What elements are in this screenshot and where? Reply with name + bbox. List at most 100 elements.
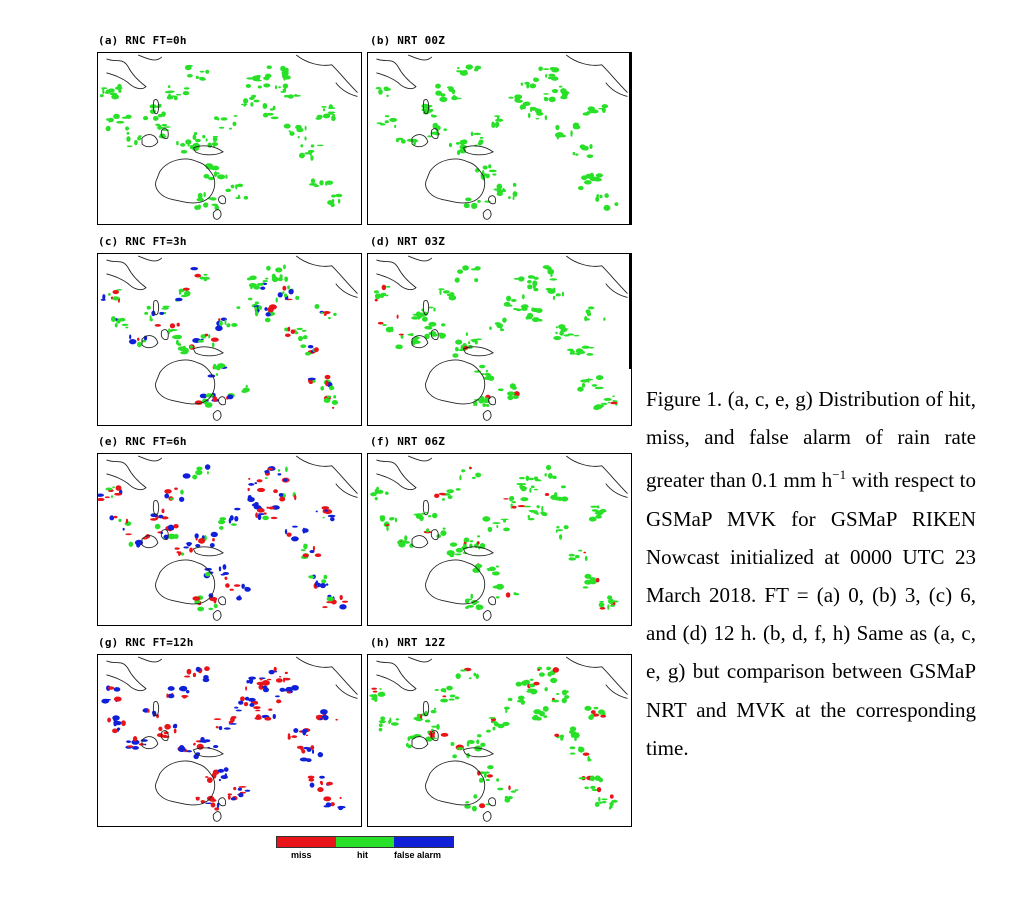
rain-cell: [527, 517, 535, 521]
rain-cell: [517, 699, 524, 703]
rain-cell: [496, 189, 504, 194]
rain-cell: [197, 606, 205, 612]
rain-cell: [535, 479, 542, 482]
rain-cell: [205, 69, 210, 74]
rain-cell: [104, 496, 110, 499]
rain-cell: [431, 333, 438, 337]
panel-c-label: (c) RNC FT=3h: [98, 235, 187, 248]
rain-cell: [599, 801, 603, 804]
rain-cell: [561, 291, 565, 297]
rain-cell: [403, 540, 410, 544]
rain-cell: [248, 483, 255, 486]
rain-cell: [222, 564, 227, 570]
rain-cell: [450, 741, 455, 746]
rain-cell: [275, 267, 283, 273]
rain-cell: [183, 546, 189, 549]
rain-cell: [218, 519, 226, 525]
rain-cell: [316, 114, 323, 119]
coastline: [141, 134, 159, 148]
rain-cell: [238, 700, 244, 705]
rain-cell: [600, 714, 607, 718]
rain-cell: [129, 334, 132, 340]
rain-cell: [386, 94, 389, 98]
rain-cell: [465, 606, 469, 609]
coastline: [295, 54, 358, 93]
rain-cell: [454, 277, 460, 283]
rain-cell: [283, 264, 286, 270]
rain-cell: [514, 94, 523, 100]
rain-cell: [446, 685, 453, 691]
rain-cell: [187, 543, 191, 547]
rain-cell: [524, 81, 530, 85]
rain-cell: [547, 472, 553, 479]
rain-cell: [330, 802, 335, 807]
rain-cell: [167, 693, 175, 699]
rain-cell: [535, 117, 540, 120]
rain-cell: [400, 334, 404, 339]
rain-cell: [589, 775, 595, 782]
rain-cell: [438, 288, 445, 291]
rain-cell: [372, 690, 378, 693]
rain-cell: [122, 527, 125, 531]
rain-cell: [293, 94, 301, 97]
rain-cell: [385, 326, 393, 333]
coastline: [155, 760, 216, 806]
rain-cell: [173, 95, 178, 101]
coastline: [141, 335, 159, 349]
rain-cell: [468, 677, 472, 680]
rain-cell: [517, 695, 525, 701]
rain-cell: [559, 734, 565, 739]
rain-cell: [591, 788, 599, 792]
panel-a-map: [97, 52, 362, 225]
rain-cell: [193, 131, 198, 136]
rain-cell: [489, 326, 492, 330]
coastline: [565, 255, 628, 294]
rain-cell: [213, 603, 218, 609]
rain-cell: [511, 505, 517, 509]
rain-cell: [284, 333, 291, 338]
rain-cell: [556, 529, 563, 532]
rain-cell: [520, 497, 529, 502]
rain-cell: [238, 785, 247, 788]
rain-cell: [510, 298, 517, 302]
caption-text-2: with respect to GSMaP MVK for GSMaP RIKE…: [646, 468, 976, 760]
rain-cell: [339, 594, 343, 600]
rain-cell: [524, 304, 528, 307]
rain-cell: [137, 341, 142, 348]
rain-cell: [473, 132, 482, 136]
rain-cell: [330, 516, 335, 522]
rain-cell: [482, 170, 485, 175]
rain-cell: [98, 493, 104, 497]
rain-cell: [161, 123, 168, 127]
rain-cell: [307, 345, 314, 349]
rain-cell: [182, 90, 190, 96]
rain-cell: [268, 304, 277, 310]
coastline: [411, 535, 429, 549]
rain-cell: [471, 203, 478, 209]
rain-cell: [485, 403, 490, 408]
rain-cell: [194, 533, 199, 539]
rain-cell: [208, 176, 215, 181]
rain-cell: [495, 118, 504, 122]
rain-cell: [202, 677, 210, 683]
rain-cell: [508, 196, 511, 200]
rain-cell: [533, 107, 537, 111]
coastline: [212, 209, 222, 220]
rain-cell: [523, 679, 531, 685]
rain-cell: [584, 786, 589, 790]
coastline: [160, 529, 169, 540]
rain-cell: [473, 794, 478, 799]
rain-cell: [202, 134, 206, 139]
rain-cell: [487, 526, 493, 532]
rain-cell: [381, 284, 387, 291]
rain-cell: [218, 320, 223, 327]
rain-cell: [440, 698, 449, 703]
rain-cell: [164, 493, 170, 499]
rain-cell: [513, 307, 518, 311]
rain-cell: [503, 498, 509, 500]
rain-cell: [210, 799, 217, 802]
legend-colorbar: [276, 836, 454, 848]
rain-cell: [483, 772, 487, 779]
rain-cell: [218, 566, 222, 572]
rain-cell: [338, 805, 344, 811]
